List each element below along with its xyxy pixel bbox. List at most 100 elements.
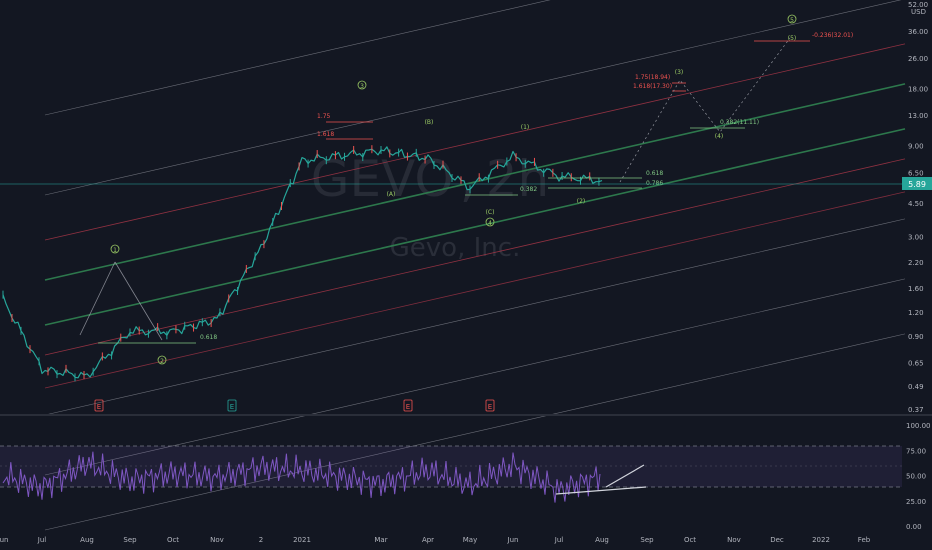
price-tick-label: 0.49 — [908, 383, 924, 391]
fib-label-5[interactable]: 0.618 — [646, 170, 663, 177]
wave-label-11[interactable]: (4) — [715, 133, 724, 140]
price-tick-label: 52.00 — [908, 1, 928, 9]
price-tick-label: 0.65 — [908, 360, 924, 368]
rsi-tick-label: 0.00 — [906, 523, 922, 531]
price-tick-label: 18.00 — [908, 85, 928, 93]
earnings-marker-label: E — [97, 403, 101, 411]
fib-label-1[interactable]: 0.618 — [200, 334, 217, 341]
wave-label-12[interactable]: (5) — [788, 35, 797, 42]
price-series — [2, 145, 603, 382]
earnings-marker[interactable] — [485, 399, 495, 412]
time-tick-label: Sep — [123, 536, 137, 544]
projected-wave-path — [619, 37, 791, 183]
channel-line-5[interactable] — [44, 128, 906, 326]
wave-trendline[interactable] — [79, 261, 116, 336]
wave-label-10[interactable]: (3) — [675, 69, 684, 76]
rsi-line — [2, 451, 601, 503]
channel-line-10[interactable] — [44, 333, 906, 531]
time-tick-label: May — [463, 536, 477, 544]
wave-label-8[interactable]: (1) — [521, 124, 530, 131]
time-tick-label: 2022 — [812, 536, 830, 544]
wave-label-5[interactable]: (A) — [387, 191, 396, 198]
channel-line-2[interactable] — [44, 0, 905, 196]
rsi-tick-label: 50.00 — [906, 473, 926, 481]
price-tick-label: 3.00 — [908, 233, 924, 241]
wave-label-6[interactable]: (C) — [486, 209, 495, 216]
price-tick-label: 9.00 — [908, 143, 924, 151]
fib-label-8[interactable]: 1.618(17.30) — [633, 83, 672, 90]
rsi-pane — [0, 445, 902, 503]
time-tick-label: Oct — [167, 536, 179, 544]
time-axis[interactable]: Jun Jul Aug Sep Oct Nov 2 2021 Mar Apr May Jun Jul Au… — [0, 536, 871, 544]
time-tick-label: Nov — [210, 536, 224, 544]
fib-label-6[interactable]: 0.786 — [646, 180, 663, 187]
fib-label-9[interactable]: 0.382(11.11) — [720, 119, 759, 126]
channel-line-6[interactable] — [44, 158, 906, 356]
channel-line-3[interactable] — [44, 43, 906, 241]
time-tick-label: 2021 — [293, 536, 311, 544]
fib-label-2[interactable]: 1.75 — [317, 113, 331, 120]
rsi-trendline-2[interactable] — [605, 464, 645, 488]
price-tick-label: 4.50 — [908, 200, 924, 208]
wave-trendline[interactable] — [114, 261, 163, 341]
rsi-tick-label: 75.00 — [906, 447, 926, 455]
watermark-symbol: GEVO, 2h — [311, 150, 549, 208]
rsi-axis[interactable]: 100.00 75.00 50.00 25.00 0.00 — [906, 422, 931, 531]
time-tick-label: Aug — [595, 536, 609, 544]
price-tick-label: 36.00 — [908, 28, 928, 36]
fib-label-4[interactable]: 0.382 — [520, 186, 537, 193]
price-tick-label: 26.00 — [908, 55, 928, 63]
earnings-marker-label: E — [406, 403, 410, 411]
wave-label-3[interactable]: 3 — [360, 83, 364, 90]
time-tick-label: Jul — [554, 536, 564, 544]
wave-label-1[interactable]: 1 — [113, 247, 117, 254]
channel-line-9[interactable] — [44, 278, 906, 476]
wave-label-7[interactable]: 4 — [488, 220, 492, 227]
earnings-marker[interactable] — [94, 399, 104, 412]
wave-label-2[interactable]: 2 — [160, 358, 164, 365]
time-tick-label: Jul — [37, 536, 47, 544]
fib-label-3[interactable]: 1.618 — [317, 131, 334, 138]
fib-label-10[interactable]: -0.236(32.01) — [812, 32, 853, 39]
price-line — [2, 146, 603, 379]
rsi-series — [2, 451, 601, 503]
fib-label-7[interactable]: 1.75(18.94) — [635, 74, 670, 81]
rsi-tick-label: 100.00 — [906, 422, 931, 430]
time-tick-label: Jun — [0, 536, 8, 544]
wave-label-circle — [787, 14, 797, 24]
channel-line-1[interactable] — [44, 0, 905, 116]
wave-label-9[interactable]: (2) — [577, 198, 586, 205]
time-tick-label: Jun — [507, 536, 519, 544]
rsi-trendline-1[interactable] — [555, 486, 647, 495]
earnings-marker-label: E — [488, 403, 492, 411]
earnings-marker[interactable] — [403, 399, 413, 412]
wave-label-4[interactable]: (B) — [425, 119, 434, 126]
channel-line-8[interactable] — [44, 218, 906, 416]
wave-label-circle — [357, 80, 367, 90]
last-price-value: 5.89 — [908, 180, 926, 189]
price-axis[interactable]: 52.00 36.00 26.00 18.00 13.00 9.00 6.50 4.50 3.0… — [908, 1, 928, 414]
time-tick-label: Aug — [80, 536, 94, 544]
earnings-marker-label: E — [230, 403, 234, 411]
time-tick-label: Sep — [640, 536, 654, 544]
price-tick-label: 0.37 — [908, 406, 924, 414]
last-price-badge — [902, 177, 932, 190]
wave-label-circle — [110, 244, 120, 254]
time-tick-label: Oct — [684, 536, 696, 544]
earnings-marker[interactable] — [227, 399, 237, 412]
annotations[interactable]: 1 2 3 (B) (A) (C) 4 (1) (2) (3) (4) (5) 5 0.618 1.75 1.… — [79, 14, 853, 412]
time-tick-label: Nov — [727, 536, 741, 544]
currency-label: USD — [911, 8, 926, 16]
channel-line-7[interactable] — [44, 191, 906, 389]
time-tick-label: Mar — [374, 536, 387, 544]
time-tick-label: Dec — [770, 536, 784, 544]
price-tick-label: 1.20 — [908, 309, 924, 317]
rsi-tick-label: 25.00 — [906, 498, 926, 506]
price-tick-label: 6.50 — [908, 169, 924, 177]
price-tick-label: 0.90 — [908, 333, 924, 341]
price-tick-label: 13.00 — [908, 112, 928, 120]
wave-label-13[interactable]: 5 — [790, 17, 794, 24]
price-tick-label: 2.20 — [908, 259, 924, 267]
